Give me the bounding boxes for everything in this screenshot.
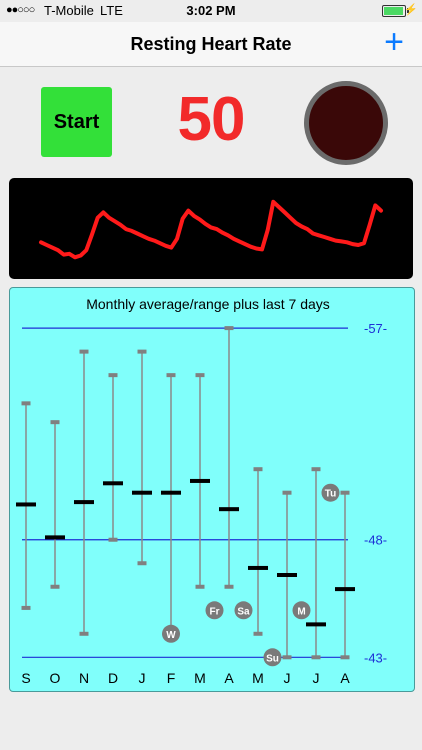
day-marker	[321, 483, 340, 502]
average-bar	[190, 478, 210, 483]
range-min-cap	[253, 631, 263, 636]
waveform-line	[39, 199, 383, 260]
reference-label: -48-	[364, 533, 387, 548]
average-bar	[103, 481, 123, 486]
range-max-cap	[108, 373, 118, 378]
x-tick-label: S	[21, 670, 30, 686]
range-min-cap	[224, 584, 234, 589]
range-min-cap	[195, 584, 205, 589]
x-tick-label: J	[284, 670, 291, 686]
reference-label: -43-	[364, 650, 387, 665]
day-marker-label: Su	[266, 653, 279, 664]
day-marker-label: Tu	[325, 489, 336, 500]
charging-bolt-icon: ⚡	[404, 4, 418, 16]
range-max-cap	[340, 490, 350, 495]
monthly-range-chart: Monthly average/range plus last 7 days -…	[9, 287, 415, 692]
average-bar	[219, 507, 239, 512]
day-marker-label: W	[166, 630, 176, 641]
x-tick-label: D	[108, 670, 118, 686]
day-marker-label: Fr	[210, 606, 220, 617]
range-min-cap	[21, 605, 31, 610]
battery-level-fill	[384, 7, 403, 15]
x-tick-label: A	[340, 670, 350, 686]
range-min-cap	[79, 631, 89, 636]
day-marker	[205, 601, 224, 620]
navigation-bar: Resting Heart Rate +	[0, 22, 422, 67]
start-button[interactable]: Start	[41, 87, 112, 157]
day-marker	[234, 601, 253, 620]
heart-rate-value: 50	[177, 85, 246, 154]
range-max-cap	[50, 420, 60, 425]
day-marker	[162, 624, 180, 643]
day-marker-label: Sa	[237, 606, 250, 617]
average-bar	[335, 587, 355, 592]
range-max-cap	[282, 490, 292, 495]
x-tick-label: M	[252, 670, 264, 686]
day-marker	[292, 601, 311, 620]
range-max-cap	[195, 373, 205, 378]
range-max-cap	[253, 467, 263, 472]
average-bar	[306, 622, 326, 627]
network-type: LTE	[100, 3, 123, 18]
range-max-cap	[311, 467, 321, 472]
day-marker-label: M	[297, 606, 305, 617]
status-bar: ●●○○○ T-Mobile LTE 3:02 PM ⚡	[0, 0, 422, 22]
average-bar	[16, 502, 36, 507]
range-max-cap	[224, 326, 234, 331]
range-max-cap	[137, 349, 147, 354]
x-tick-label: J	[313, 670, 320, 686]
range-max-cap	[79, 349, 89, 354]
x-tick-label: N	[79, 670, 89, 686]
x-tick-label: J	[139, 670, 146, 686]
average-bar	[277, 573, 297, 577]
range-max-cap	[21, 401, 31, 406]
range-min-cap	[311, 655, 321, 660]
range-min-cap	[282, 655, 292, 660]
average-bar	[161, 490, 181, 495]
add-button[interactable]: +	[384, 23, 404, 61]
x-tick-label: O	[50, 670, 61, 686]
average-bar	[45, 535, 65, 540]
x-tick-label: F	[167, 670, 176, 686]
page-title: Resting Heart Rate	[130, 34, 292, 54]
waveform-graph	[39, 199, 383, 260]
battery-tip	[407, 8, 409, 13]
range-min-cap	[340, 655, 350, 660]
carrier-label: T-Mobile	[44, 3, 94, 18]
x-tick-label: A	[224, 670, 234, 686]
range-min-cap	[137, 561, 147, 566]
range-min-cap	[50, 584, 60, 589]
range-min-cap	[108, 537, 118, 542]
pulse-indicator	[304, 81, 388, 165]
signal-strength-icon: ●●○○○	[6, 4, 35, 16]
average-bar	[132, 490, 152, 495]
status-time: 3:02 PM	[186, 3, 236, 18]
pulse-waveform	[9, 178, 413, 279]
range-max-cap	[166, 373, 176, 378]
x-tick-label: M	[194, 670, 206, 686]
reference-label: -57-	[364, 321, 387, 336]
day-marker	[263, 648, 282, 667]
average-bar	[248, 565, 268, 570]
battery-icon	[382, 5, 406, 17]
average-bar	[74, 500, 94, 505]
chart-title: Monthly average/range plus last 7 days	[86, 296, 330, 312]
chart-canvas: Monthly average/range plus last 7 days -…	[16, 296, 387, 686]
